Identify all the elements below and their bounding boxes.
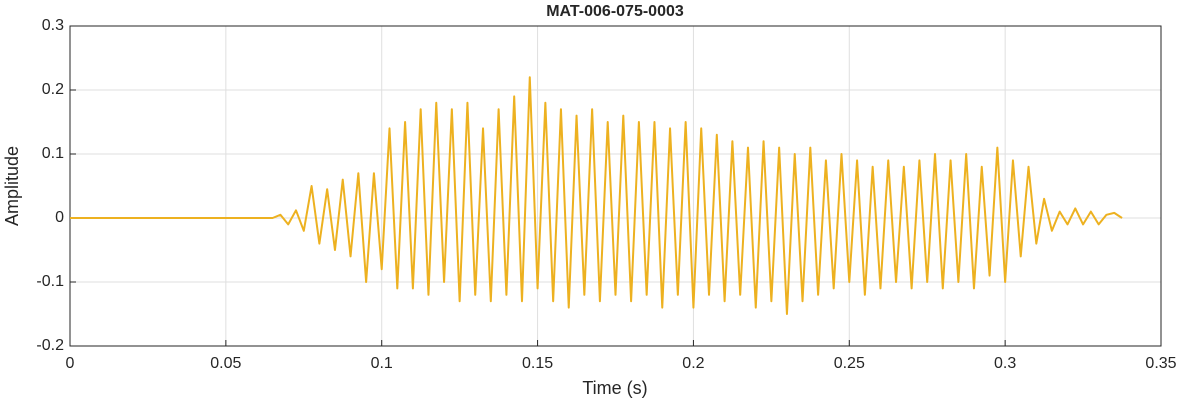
y-tick-label: -0.2 [36, 337, 64, 354]
y-tick-label: 0.3 [42, 17, 64, 34]
x-tick-label: 0.1 [371, 355, 393, 372]
x-tick-label: 0.35 [1145, 355, 1176, 372]
y-tick-label: 0.2 [42, 81, 64, 98]
plot-box [69, 25, 1162, 347]
x-tick-label: 0.25 [834, 355, 865, 372]
x-axis-label: Time (s) [582, 378, 647, 398]
y-tick-label: -0.1 [36, 273, 64, 290]
x-tick-label: 0.3 [994, 355, 1016, 372]
y-axis-label: Amplitude [2, 146, 22, 226]
y-tick-label: 0.1 [42, 145, 64, 162]
x-tick-label: 0 [66, 355, 75, 372]
y-tick-label: 0 [55, 209, 64, 226]
x-tick-label: 0.05 [210, 355, 241, 372]
waveform-line [70, 76, 1123, 315]
chart-title: MAT-006-075-0003 [546, 3, 684, 20]
x-tick-label: 0.2 [682, 355, 704, 372]
x-tick-label: 0.15 [522, 355, 553, 372]
